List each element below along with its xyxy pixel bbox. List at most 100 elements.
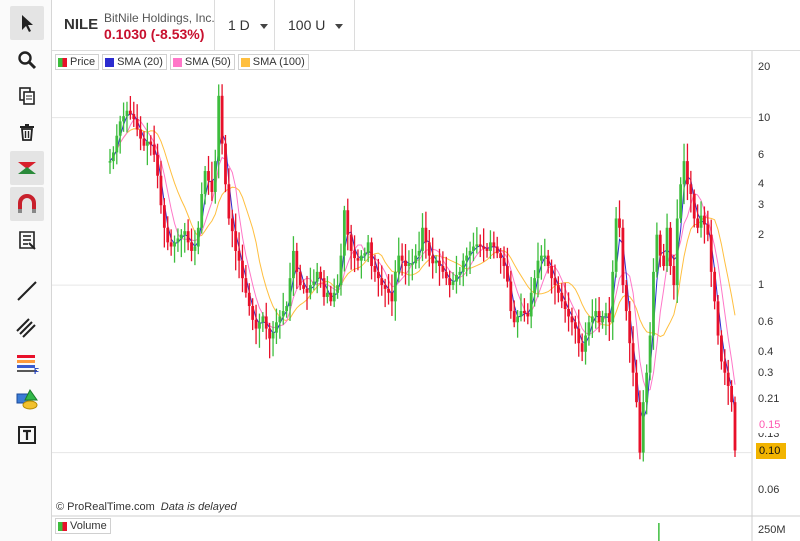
price-candle (618, 218, 621, 228)
price-candle (400, 255, 404, 261)
legend-sma100-label: SMA (100) (252, 56, 305, 68)
price-candle (516, 316, 520, 323)
price-candle (506, 266, 509, 282)
y-tick-label: 1 (758, 279, 765, 292)
parallel-lines-button[interactable] (10, 310, 44, 344)
price-candle (512, 311, 516, 323)
price-candle (271, 332, 275, 339)
price-candle (383, 285, 387, 289)
price-candle (203, 171, 207, 194)
price-candle (227, 184, 231, 219)
range-dropdown[interactable]: 100 U (288, 17, 344, 33)
legend-price-label: Price (70, 56, 96, 68)
interval-value: 1 D (228, 17, 250, 33)
price-candle (315, 271, 319, 282)
price-candle (213, 161, 217, 192)
price-candle (489, 242, 492, 251)
price-candle (135, 119, 139, 130)
price-candle (458, 271, 462, 275)
price-swatch (58, 57, 67, 67)
price-candle (536, 260, 540, 279)
chevron-down-icon (335, 23, 344, 29)
price-candle (220, 95, 224, 144)
price-candle (125, 110, 129, 117)
price-candle (652, 271, 655, 336)
price-candle (550, 266, 553, 279)
price-candle (533, 278, 536, 293)
price-candle (142, 138, 146, 146)
hide-drawings-button[interactable] (10, 151, 44, 185)
price-candle (417, 250, 421, 256)
price-candle (302, 285, 306, 289)
price-candle (118, 121, 122, 136)
zoom-tool-button[interactable] (10, 43, 44, 77)
sma100-line (109, 128, 736, 338)
text-tool-button[interactable] (10, 418, 44, 452)
line-icon (17, 281, 37, 301)
price-candle (363, 253, 367, 256)
price-candle (635, 372, 638, 403)
legend-sma100[interactable]: SMA (100) (237, 54, 309, 70)
price-candle (145, 141, 149, 146)
interval-dropdown[interactable]: 1 D (228, 17, 268, 33)
price-candle (217, 95, 221, 162)
price-candle (234, 231, 238, 251)
price-candle (359, 255, 363, 261)
price-candle (703, 215, 706, 225)
ticker-symbol[interactable]: NILE (64, 16, 99, 33)
price-candle (393, 271, 397, 302)
shapes-button[interactable] (10, 382, 44, 416)
company-name: BitNile Holdings, Inc. (104, 11, 215, 25)
price-candle (207, 171, 210, 181)
price-candle (193, 246, 197, 251)
last-price-change: 0.1030 (-8.53%) (104, 26, 205, 42)
price-candle (356, 258, 360, 261)
legend-sma20[interactable]: SMA (20) (102, 54, 167, 70)
legend-volume[interactable]: Volume (55, 518, 111, 534)
price-candle (475, 244, 479, 247)
price-candle (224, 143, 227, 185)
object-list-button[interactable] (10, 223, 44, 257)
price-candle (519, 311, 523, 317)
price-candle (472, 246, 475, 251)
price-candle (132, 114, 136, 120)
price-candle (485, 248, 489, 251)
trend-line-button[interactable] (10, 274, 44, 308)
price-candle (699, 215, 703, 228)
price-candle (529, 292, 533, 317)
trash-icon (20, 124, 34, 141)
y-tick-label: 20 (758, 61, 771, 74)
y-tick-label: 3 (758, 199, 765, 212)
fibonacci-button[interactable]: F (10, 346, 44, 380)
parallel-lines-icon (16, 318, 36, 338)
price-chart[interactable] (52, 51, 800, 541)
price-candle (597, 311, 601, 323)
price-candle (658, 234, 662, 256)
magnet-button[interactable] (10, 187, 44, 221)
price-candle (611, 271, 615, 323)
chart-area[interactable]: Price SMA (20) SMA (50) SMA (100) 20 10 6 4… (52, 51, 800, 541)
price-candle (567, 309, 570, 317)
text-icon (18, 426, 36, 444)
price-candle (122, 116, 125, 122)
price-candle (628, 311, 632, 344)
price-bars (108, 84, 737, 462)
price-candle (196, 227, 200, 247)
legend-price[interactable]: Price (55, 54, 100, 70)
price-candle (288, 278, 292, 307)
price-candle (128, 110, 132, 115)
price-candle (577, 328, 581, 344)
price-candle (495, 246, 499, 254)
price-candle (149, 141, 153, 145)
price-candle (441, 266, 445, 272)
price-candle (309, 285, 312, 293)
price-candle (594, 311, 598, 317)
cursor-tool-button[interactable] (10, 6, 44, 40)
price-candle (665, 227, 669, 267)
copy-tool-button[interactable] (10, 79, 44, 113)
y-tick-label: 6 (758, 148, 765, 161)
delete-tool-button[interactable] (10, 115, 44, 149)
price-candle (672, 266, 676, 286)
magnet-icon (18, 194, 36, 213)
legend-sma50[interactable]: SMA (50) (169, 54, 235, 70)
